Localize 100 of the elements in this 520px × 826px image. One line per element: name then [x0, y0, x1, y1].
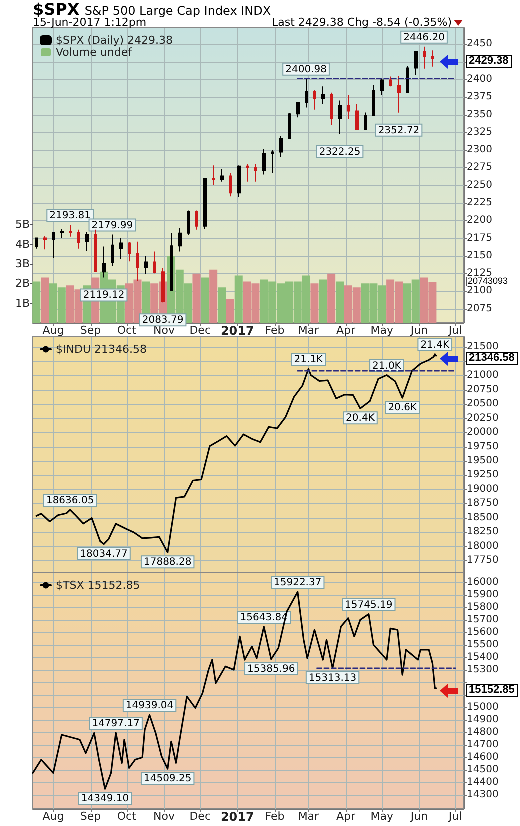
y-tick-label: 2300 — [467, 144, 492, 156]
candlestick — [69, 224, 72, 238]
bar — [328, 274, 336, 323]
candlestick — [94, 229, 97, 273]
candlestick — [380, 79, 384, 96]
y-tick-label: 20500 — [467, 398, 499, 410]
annotation: 2119.12 — [83, 290, 125, 302]
candlestick — [77, 229, 80, 250]
candlestick — [313, 90, 316, 110]
candlestick — [153, 251, 156, 274]
x-tick-label: Mar — [298, 324, 320, 337]
candlestick — [119, 238, 123, 260]
bar — [201, 278, 210, 323]
y-tick-label: 20250 — [467, 412, 499, 424]
y-tick-label: 21000 — [467, 370, 499, 382]
y-tick-label: 2225 — [467, 198, 492, 209]
candlestick — [178, 228, 182, 252]
y-tick-label: 15800 — [467, 602, 499, 613]
y-tick-label: 20000 — [467, 427, 499, 438]
y-tick-label: 2275 — [467, 162, 492, 174]
annotation: 14349.10 — [81, 794, 130, 805]
y-tick-label: 14600 — [467, 752, 499, 764]
candlestick — [187, 210, 190, 236]
y-tick-label: 15400 — [467, 652, 499, 664]
x-tick-label: Feb — [265, 324, 285, 337]
x-tick-label: Feb — [265, 810, 285, 823]
y2-tick-label: 4B — [15, 238, 30, 251]
x-tick-label: Nov — [153, 324, 176, 337]
legend-label: $TSX 15152.85 — [56, 579, 140, 592]
candlestick — [246, 164, 249, 182]
text: 15152.85 — [466, 684, 518, 698]
y-tick-label: 2075 — [467, 303, 492, 314]
y-tick-label: 19500 — [467, 455, 499, 466]
x-tick-label: Sep — [80, 324, 102, 337]
candlestick — [102, 246, 106, 278]
candlestick — [397, 75, 401, 114]
candlestick — [372, 84, 375, 117]
candlestick — [60, 228, 64, 239]
y-tick-label: 14900 — [467, 714, 499, 726]
y-tick-label: 15500 — [467, 639, 499, 650]
candlestick — [347, 94, 350, 120]
annotation: 15313.13 — [308, 672, 357, 684]
y2-tick-label: 5B — [15, 218, 30, 232]
text: 2429.38 — [466, 54, 512, 68]
bar — [336, 282, 344, 323]
x-tick-label: Nov — [153, 810, 176, 823]
x-tick-label: May — [370, 810, 394, 823]
annotation: 20.4K — [346, 413, 376, 424]
annotation: 2083.79 — [142, 315, 184, 326]
annotation: 2179.99 — [92, 220, 134, 232]
annotation: 2400.98 — [286, 64, 327, 76]
x-tick-label: Oct — [117, 324, 138, 337]
candlestick — [355, 104, 359, 131]
y-tick-label: 2450 — [467, 38, 492, 50]
candlestick — [111, 234, 114, 268]
candlestick — [43, 236, 47, 250]
bar — [226, 299, 234, 323]
bar — [234, 276, 243, 323]
x-tick-label: 2017 — [220, 324, 254, 338]
annotation: 14509.25 — [144, 774, 192, 785]
y-tick-label: 2350 — [467, 109, 492, 120]
x-tick-label: Jun — [410, 810, 428, 823]
y-tick-label: 15600 — [467, 626, 499, 638]
candlestick — [305, 78, 308, 108]
candlestick — [85, 231, 89, 252]
candlestick — [338, 100, 342, 135]
legend-label: Volume undef — [56, 46, 134, 59]
candlestick — [136, 241, 139, 282]
line-series — [32, 591, 438, 790]
annotation: 14939.04 — [126, 700, 174, 712]
y-tick-label: 18750 — [467, 498, 499, 510]
y-tick-label: 18250 — [467, 526, 499, 538]
y-tick-label: 15000 — [467, 702, 499, 714]
annotation: 15922.37 — [274, 578, 322, 589]
y-tick-label: 14300 — [467, 790, 499, 801]
candlestick — [161, 267, 165, 304]
annotation: Last 2429.38 Chg -8.54 (-0.35%) — [272, 16, 452, 29]
candlestick — [170, 232, 173, 292]
y-tick-label: 14400 — [467, 777, 499, 788]
candlestick — [237, 165, 241, 198]
candlestick — [330, 92, 333, 126]
bar — [218, 288, 226, 323]
candlestick — [423, 46, 426, 70]
annotation: 2322.25 — [319, 146, 361, 158]
y-tick-label: 2400 — [467, 74, 492, 86]
x-tick-label: Jun — [410, 324, 428, 337]
y-tick-label: 18000 — [467, 540, 499, 552]
y2-tick-label: 1B — [15, 296, 30, 310]
y-tick-label: 2375 — [467, 92, 492, 103]
annotation: 2446.20 — [404, 32, 445, 44]
x-tick-label: Sep — [80, 810, 102, 823]
y-tick-label: 15700 — [467, 614, 499, 626]
annotation: 20.6K — [388, 402, 418, 414]
x-tick-label: Oct — [117, 810, 138, 823]
y-tick-label: 2200 — [467, 215, 492, 226]
candlestick — [195, 210, 198, 230]
candlestick — [288, 112, 291, 140]
candlestick — [271, 150, 274, 174]
bar — [319, 280, 328, 323]
candlestick — [414, 50, 418, 76]
